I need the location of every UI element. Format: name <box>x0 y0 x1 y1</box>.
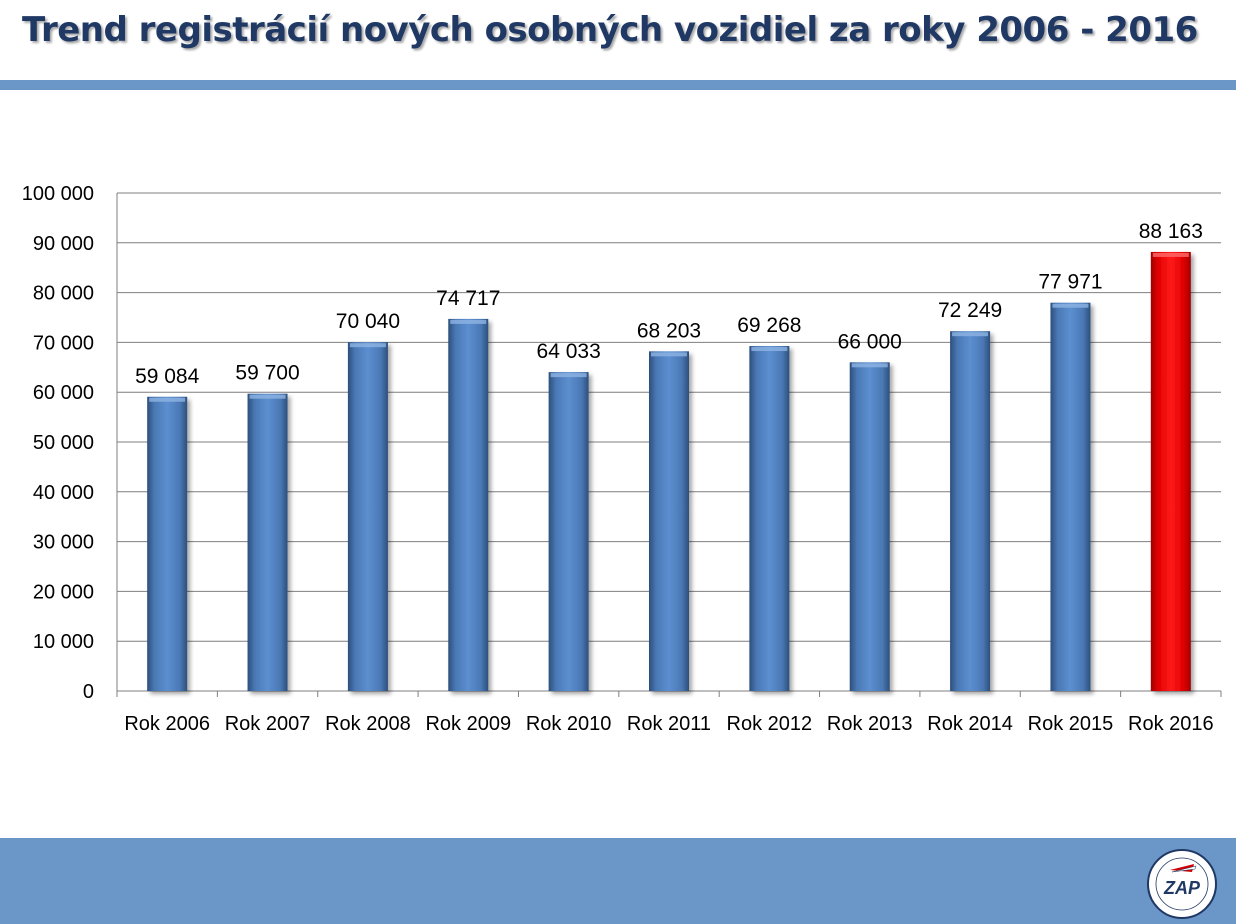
bar-rok-2006 <box>147 396 188 691</box>
y-tick-label: 0 <box>83 681 94 703</box>
data-label: 59 700 <box>235 362 299 385</box>
y-tick-label: 80 000 <box>33 283 94 305</box>
bar-bevel <box>651 352 687 357</box>
y-tick-label: 70 000 <box>33 332 94 354</box>
x-tick-label: Rok 2014 <box>927 713 1013 735</box>
data-label: 74 717 <box>436 287 500 310</box>
x-axis-ticks: Rok 2006 Rok 2007 Rok 2008 Rok 2009 Rok 2010… <box>124 713 1213 735</box>
y-tick-label: 100 000 <box>22 183 94 205</box>
y-axis-ticks: 0 10 000 20 000 30 000 40 000 50 000 60 000 70 … <box>22 183 94 703</box>
bar-bevel <box>450 319 487 324</box>
footer-band <box>0 838 1236 924</box>
y-tick-label: 20 000 <box>33 581 94 603</box>
bar-rok-2016 <box>1150 251 1191 692</box>
bar-bevel <box>1152 252 1189 257</box>
x-tick-label: Rok 2016 <box>1128 713 1214 735</box>
bars <box>147 251 1191 692</box>
bar-bevel <box>851 363 888 368</box>
data-label: 88 163 <box>1139 220 1203 243</box>
y-tick-label: 60 000 <box>33 382 94 404</box>
x-tick-label: Rok 2011 <box>627 713 711 735</box>
zap-logo: ZAP <box>1147 849 1217 919</box>
y-tick-label: 90 000 <box>33 233 94 255</box>
bar-bevel <box>952 332 989 337</box>
y-tick-label: 30 000 <box>33 532 94 554</box>
data-label: 77 971 <box>1038 271 1102 294</box>
x-tick-label: Rok 2012 <box>727 713 813 735</box>
x-tick-label: Rok 2006 <box>124 713 210 735</box>
bar-rok-2010 <box>548 372 589 691</box>
bar-bevel <box>550 373 587 378</box>
bar-rok-2009 <box>448 318 489 691</box>
data-label: 70 040 <box>336 310 400 333</box>
data-label: 72 249 <box>938 299 1002 322</box>
bar-rok-2012 <box>749 346 790 691</box>
data-label: 64 033 <box>537 340 601 363</box>
data-labels: 59 084 59 700 70 040 74 717 64 033 68 203 69 2… <box>135 220 1203 388</box>
x-tick-label: Rok 2009 <box>425 713 511 735</box>
x-tick-label: Rok 2007 <box>225 713 311 735</box>
title-rule <box>0 80 1236 90</box>
x-tick-label: Rok 2013 <box>827 713 913 735</box>
x-tick-label: Rok 2010 <box>526 713 612 735</box>
bar-bevel <box>349 343 386 348</box>
gridlines <box>116 192 1222 697</box>
bar-rok-2013 <box>849 362 890 691</box>
x-tick-label: Rok 2015 <box>1028 713 1114 735</box>
logo-text: ZAP <box>1163 878 1201 898</box>
data-label: 66 000 <box>838 330 902 353</box>
bar-rok-2007 <box>247 393 288 691</box>
bar-bevel <box>249 394 286 399</box>
data-label: 69 268 <box>737 314 801 337</box>
bar-bevel <box>149 397 186 402</box>
bar-rok-2008 <box>347 342 388 691</box>
y-tick-label: 10 000 <box>33 631 94 653</box>
slide-title: Trend registrácií nových osobných vozidi… <box>22 10 1198 50</box>
y-tick-label: 50 000 <box>33 432 94 454</box>
bar-rok-2014 <box>950 331 991 691</box>
bar-rok-2015 <box>1050 302 1091 691</box>
data-label: 59 084 <box>135 365 200 388</box>
bar-rok-2011 <box>649 351 689 691</box>
bar-bevel <box>751 347 788 352</box>
data-label: 68 203 <box>637 319 701 342</box>
bar-chart: 0 10 000 20 000 30 000 40 000 50 000 60 000 70 … <box>22 183 1222 735</box>
bar-bevel <box>1052 303 1089 308</box>
y-tick-label: 40 000 <box>33 482 94 504</box>
x-tick-label: Rok 2008 <box>325 713 411 735</box>
